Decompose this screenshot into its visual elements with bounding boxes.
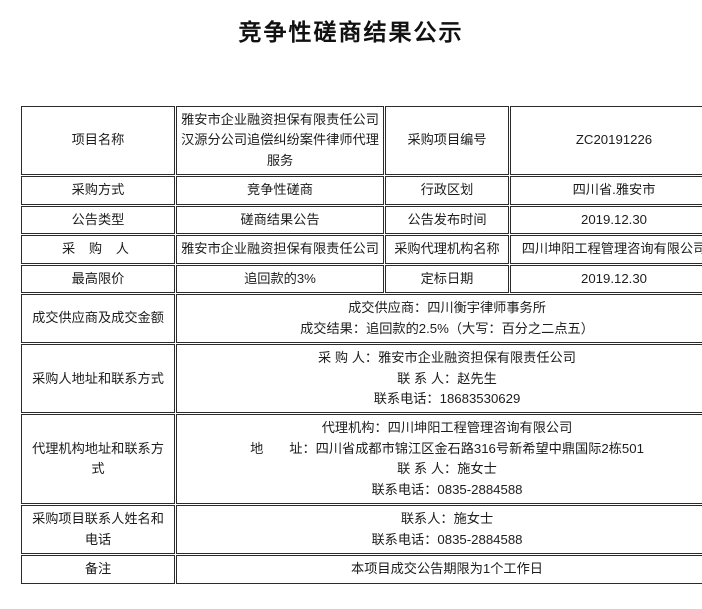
row-label-max-price: 最高限价 [21, 264, 175, 294]
row-value-project-number: ZC20191226 [510, 106, 702, 176]
row-label-purchaser: 采 购 人 [21, 235, 175, 264]
agency-address-separator: 址： [289, 440, 316, 456]
table-row: 采购方式 竞争性磋商 行政区划 四川省.雅安市 [21, 176, 702, 205]
page-title: 竞争性磋商结果公示 [238, 20, 464, 45]
row-label-procurement-method: 采购方式 [21, 176, 175, 205]
agency-person-line: 联 系 人：施女士 [397, 461, 497, 477]
row-label-administrative-division: 行政区划 [385, 176, 509, 205]
table-row: 代理机构地址和联系方式 代理机构：四川坤阳工程管理咨询有限公司 地 址：四川省成都… [21, 414, 702, 505]
row-label-winning-supplier: 成交供应商及成交金额 [21, 294, 175, 344]
row-value-project-name: 雅安市企业融资担保有限责任公司汉源分公司追偿纠纷案件律师代理服务 [176, 106, 384, 176]
row-label-announcement-type: 公告类型 [21, 205, 175, 235]
row-value-purchaser-contact: 采 购 人：雅安市企业融资担保有限责任公司 联 系 人：赵先生 联系电话：186… [176, 344, 702, 414]
row-label-agency-name: 采购代理机构名称 [385, 235, 509, 264]
row-value-project-contact: 联系人：施女士 联系电话：0835-2884588 [176, 505, 702, 555]
row-value-agency-name: 四川坤阳工程管理咨询有限公司 [510, 235, 702, 264]
announcement-table: 项目名称 雅安市企业融资担保有限责任公司汉源分公司追偿纠纷案件律师代理服务 采购… [20, 105, 702, 585]
winning-supplier-name-line: 成交供应商：四川衡宇律师事务所 [348, 300, 546, 316]
agency-address-value: 四川省成都市锦江区金石路316号新希望中鼎国际2栋501 [315, 440, 644, 456]
winning-supplier-amount-line: 成交结果：追回款的2.5%（大写：百分之二点五） [300, 320, 594, 336]
row-value-purchaser: 雅安市企业融资担保有限责任公司 [176, 235, 384, 264]
row-label-purchaser-contact: 采购人地址和联系方式 [21, 344, 175, 414]
project-contact-person-line: 联系人：施女士 [400, 511, 494, 527]
row-label-publish-time: 公告发布时间 [385, 205, 509, 235]
row-label-award-date: 定标日期 [385, 264, 509, 294]
table-row: 项目名称 雅安市企业融资担保有限责任公司汉源分公司追偿纠纷案件律师代理服务 采购… [21, 106, 702, 176]
row-value-winning-supplier: 成交供应商：四川衡宇律师事务所 成交结果：追回款的2.5%（大写：百分之二点五） [176, 294, 702, 344]
row-value-agency-contact: 代理机构：四川坤阳工程管理咨询有限公司 地 址：四川省成都市锦江区金石路316号新… [176, 414, 702, 505]
agency-name-line: 代理机构：四川坤阳工程管理咨询有限公司 [321, 420, 573, 436]
purchaser-person-line: 联 系 人：赵先生 [397, 370, 497, 386]
table-row: 公告类型 磋商结果公告 公告发布时间 2019.12.30 [21, 205, 702, 235]
row-value-publish-time: 2019.12.30 [510, 205, 702, 235]
table-row: 采 购 人 雅安市企业融资担保有限责任公司 采购代理机构名称 四川坤阳工程管理咨… [21, 235, 702, 264]
row-value-max-price: 追回款的3% [176, 264, 384, 294]
agency-phone-line: 联系电话：0835-2884588 [371, 481, 523, 497]
row-label-project-name: 项目名称 [21, 106, 175, 176]
table-row: 备注 本项目成交公告期限为1个工作日 [21, 555, 702, 584]
row-label-agency-contact: 代理机构地址和联系方式 [21, 414, 175, 505]
table-row: 采购项目联系人姓名和电话 联系人：施女士 联系电话：0835-2884588 [21, 505, 702, 555]
row-label-remark: 备注 [21, 555, 175, 584]
agency-address-label: 地 [250, 440, 264, 456]
purchaser-name-line: 采 购 人：雅安市企业融资担保有限责任公司 [318, 350, 576, 366]
announcement-table-wrapper: 项目名称 雅安市企业融资担保有限责任公司汉源分公司追偿纠纷案件律师代理服务 采购… [20, 105, 702, 585]
project-contact-phone-line: 联系电话：0835-2884588 [371, 531, 523, 547]
table-row: 成交供应商及成交金额 成交供应商：四川衡宇律师事务所 成交结果：追回款的2.5%… [21, 294, 702, 344]
table-row: 采购人地址和联系方式 采 购 人：雅安市企业融资担保有限责任公司 联 系 人：赵… [21, 344, 702, 414]
table-row: 最高限价 追回款的3% 定标日期 2019.12.30 [21, 264, 702, 294]
row-value-procurement-method: 竞争性磋商 [176, 176, 384, 205]
purchaser-phone-line: 联系电话：18683530629 [373, 390, 521, 406]
row-label-project-number: 采购项目编号 [385, 106, 509, 176]
row-value-administrative-division: 四川省.雅安市 [510, 176, 702, 205]
agency-address-line: 地 址：四川省成都市锦江区金石路316号新希望中鼎国际2栋501 [181, 439, 702, 459]
row-value-award-date: 2019.12.30 [510, 264, 702, 294]
row-label-project-contact: 采购项目联系人姓名和电话 [21, 505, 175, 555]
row-value-remark: 本项目成交公告期限为1个工作日 [176, 555, 702, 584]
row-value-announcement-type: 磋商结果公告 [176, 205, 384, 235]
